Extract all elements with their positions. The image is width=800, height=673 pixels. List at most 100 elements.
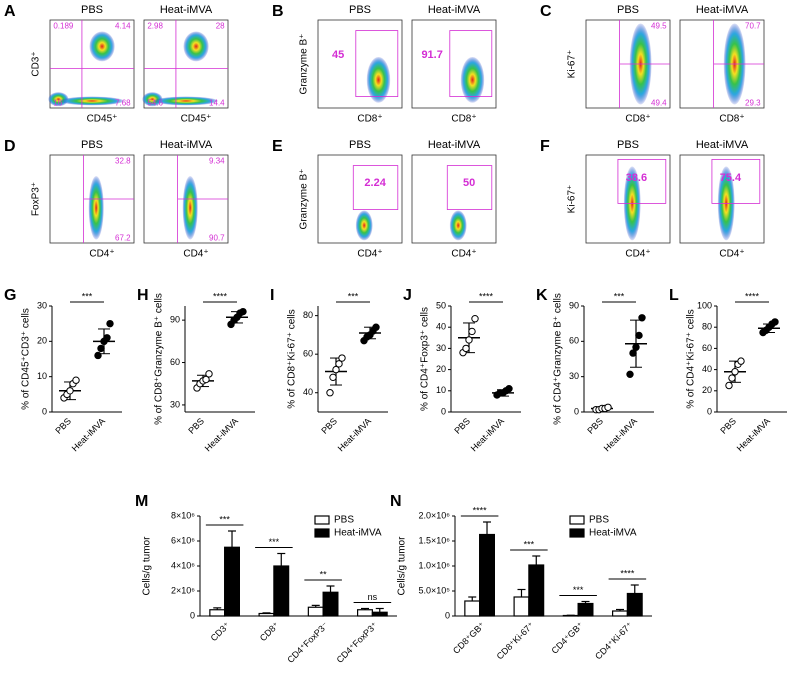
- y-axis-label: % of CD45⁺CD3⁺ cells: [21, 308, 32, 410]
- gate-percent: 29.3: [745, 99, 761, 108]
- data-point: [332, 365, 340, 374]
- bar: [479, 533, 495, 617]
- y-tick-label: 40: [436, 322, 446, 332]
- bar: [307, 606, 324, 617]
- bar: [528, 564, 545, 617]
- data-point: [638, 314, 646, 322]
- y-axis-label: CD3⁺: [31, 51, 42, 76]
- y-tick-label: 4×10⁶: [171, 560, 195, 570]
- cell-density: [183, 31, 209, 62]
- x-axis-label: CD45⁺: [87, 114, 118, 125]
- y-tick-label: 90: [170, 315, 180, 325]
- data-point: [106, 319, 114, 328]
- gate-percent: 16: [53, 99, 62, 108]
- x-axis-label: CD4⁺: [357, 249, 382, 260]
- gate-percent: 2.24: [364, 177, 386, 189]
- panel-letter: F: [540, 138, 550, 155]
- plot-title: Heat-iMVA: [696, 4, 749, 16]
- plot-frame: [411, 19, 497, 109]
- plot-title: Heat-iMVA: [428, 4, 481, 16]
- legend-swatch: [314, 528, 330, 538]
- data-point: [465, 336, 473, 344]
- panel-letter: I: [270, 287, 274, 304]
- y-tick-label: 50: [436, 300, 446, 310]
- x-tick-label: Heat-iMVA: [336, 416, 373, 453]
- y-tick-label: 0: [574, 406, 579, 416]
- data-point: [731, 368, 739, 376]
- y-axis-label: Cells/g tumor: [142, 536, 153, 596]
- legend-label: PBS: [334, 515, 354, 526]
- y-axis-label: FoxP3⁺: [31, 182, 42, 216]
- significance: ****: [620, 568, 635, 578]
- y-tick-label: 6×10⁶: [171, 535, 195, 545]
- bar: [626, 592, 643, 617]
- significance: ***: [524, 539, 535, 549]
- plot-title: Heat-iMVA: [428, 139, 481, 151]
- gate-box: [711, 158, 761, 204]
- data-point: [725, 381, 733, 390]
- y-tick-label: 40: [702, 364, 712, 374]
- gate-percent: 90.7: [209, 234, 225, 243]
- y-tick-label: 1.0×10⁶: [419, 560, 451, 570]
- x-tick-label: Heat-iMVA: [602, 416, 639, 453]
- x-tick-label: PBS: [186, 416, 206, 436]
- y-tick-label: 30: [569, 371, 579, 381]
- bar: [464, 600, 481, 617]
- gate-box: [449, 30, 493, 97]
- x-axis-label: CD8⁺: [719, 114, 744, 125]
- plot-frame: [143, 19, 229, 109]
- plot-title: PBS: [349, 139, 371, 151]
- bar: [273, 565, 290, 617]
- x-axis-label: CD45⁺: [181, 114, 212, 125]
- gate-percent: 9.34: [209, 156, 225, 165]
- significance: ****: [473, 505, 488, 515]
- legend-label: Heat-iMVA: [334, 528, 382, 539]
- y-tick-label: 0: [441, 406, 446, 416]
- gate-box: [617, 158, 667, 204]
- significance: ***: [82, 291, 93, 301]
- x-tick-label: CD4⁺GB⁺: [549, 620, 585, 656]
- x-tick-label: Heat-iMVA: [735, 416, 772, 453]
- panel-letter: G: [4, 287, 16, 304]
- data-point: [72, 376, 80, 384]
- panel-letter: E: [272, 138, 283, 155]
- x-tick-label: PBS: [718, 416, 738, 436]
- data-point: [632, 343, 640, 351]
- bar: [562, 614, 579, 617]
- bar: [371, 611, 388, 617]
- significance: ***: [573, 585, 584, 595]
- significance: ****: [213, 291, 228, 301]
- x-tick-label: PBS: [452, 416, 472, 436]
- significance: ns: [368, 592, 378, 602]
- gate-percent: 67.2: [115, 234, 131, 243]
- x-tick-label: PBS: [53, 416, 73, 436]
- y-axis-label: % of CD4⁺Granzyme B⁺ cells: [553, 293, 564, 425]
- y-tick-label: 1.5×10⁶: [419, 535, 451, 545]
- x-tick-label: CD8⁺: [258, 620, 281, 643]
- legend-label: PBS: [589, 515, 609, 526]
- panel-letter: B: [272, 3, 284, 20]
- data-point: [335, 360, 343, 368]
- x-axis-label: CD8⁺: [451, 114, 476, 125]
- bar: [611, 610, 628, 617]
- cell-density: [355, 210, 373, 241]
- bar: [577, 602, 594, 617]
- data-point: [326, 389, 334, 397]
- data-point: [468, 327, 476, 336]
- data-point: [239, 307, 247, 316]
- cell-density: [460, 56, 485, 103]
- gate-percent: 2.98: [147, 21, 163, 30]
- y-axis-label: % of CD8⁺Ki-67⁺ cells: [287, 309, 298, 408]
- data-point: [94, 351, 102, 360]
- y-axis-label: Ki-67⁺: [567, 50, 578, 79]
- data-point: [737, 357, 745, 365]
- x-tick-label: Heat-iMVA: [469, 416, 506, 453]
- y-tick-label: 30: [37, 300, 47, 310]
- y-tick-label: 80: [702, 322, 712, 332]
- x-axis-label: CD4⁺: [183, 249, 208, 260]
- legend-swatch: [569, 528, 585, 538]
- data-point: [329, 373, 337, 382]
- panel-letter: L: [669, 287, 679, 304]
- gate-percent: 0.189: [53, 21, 74, 30]
- significance: ***: [348, 291, 359, 301]
